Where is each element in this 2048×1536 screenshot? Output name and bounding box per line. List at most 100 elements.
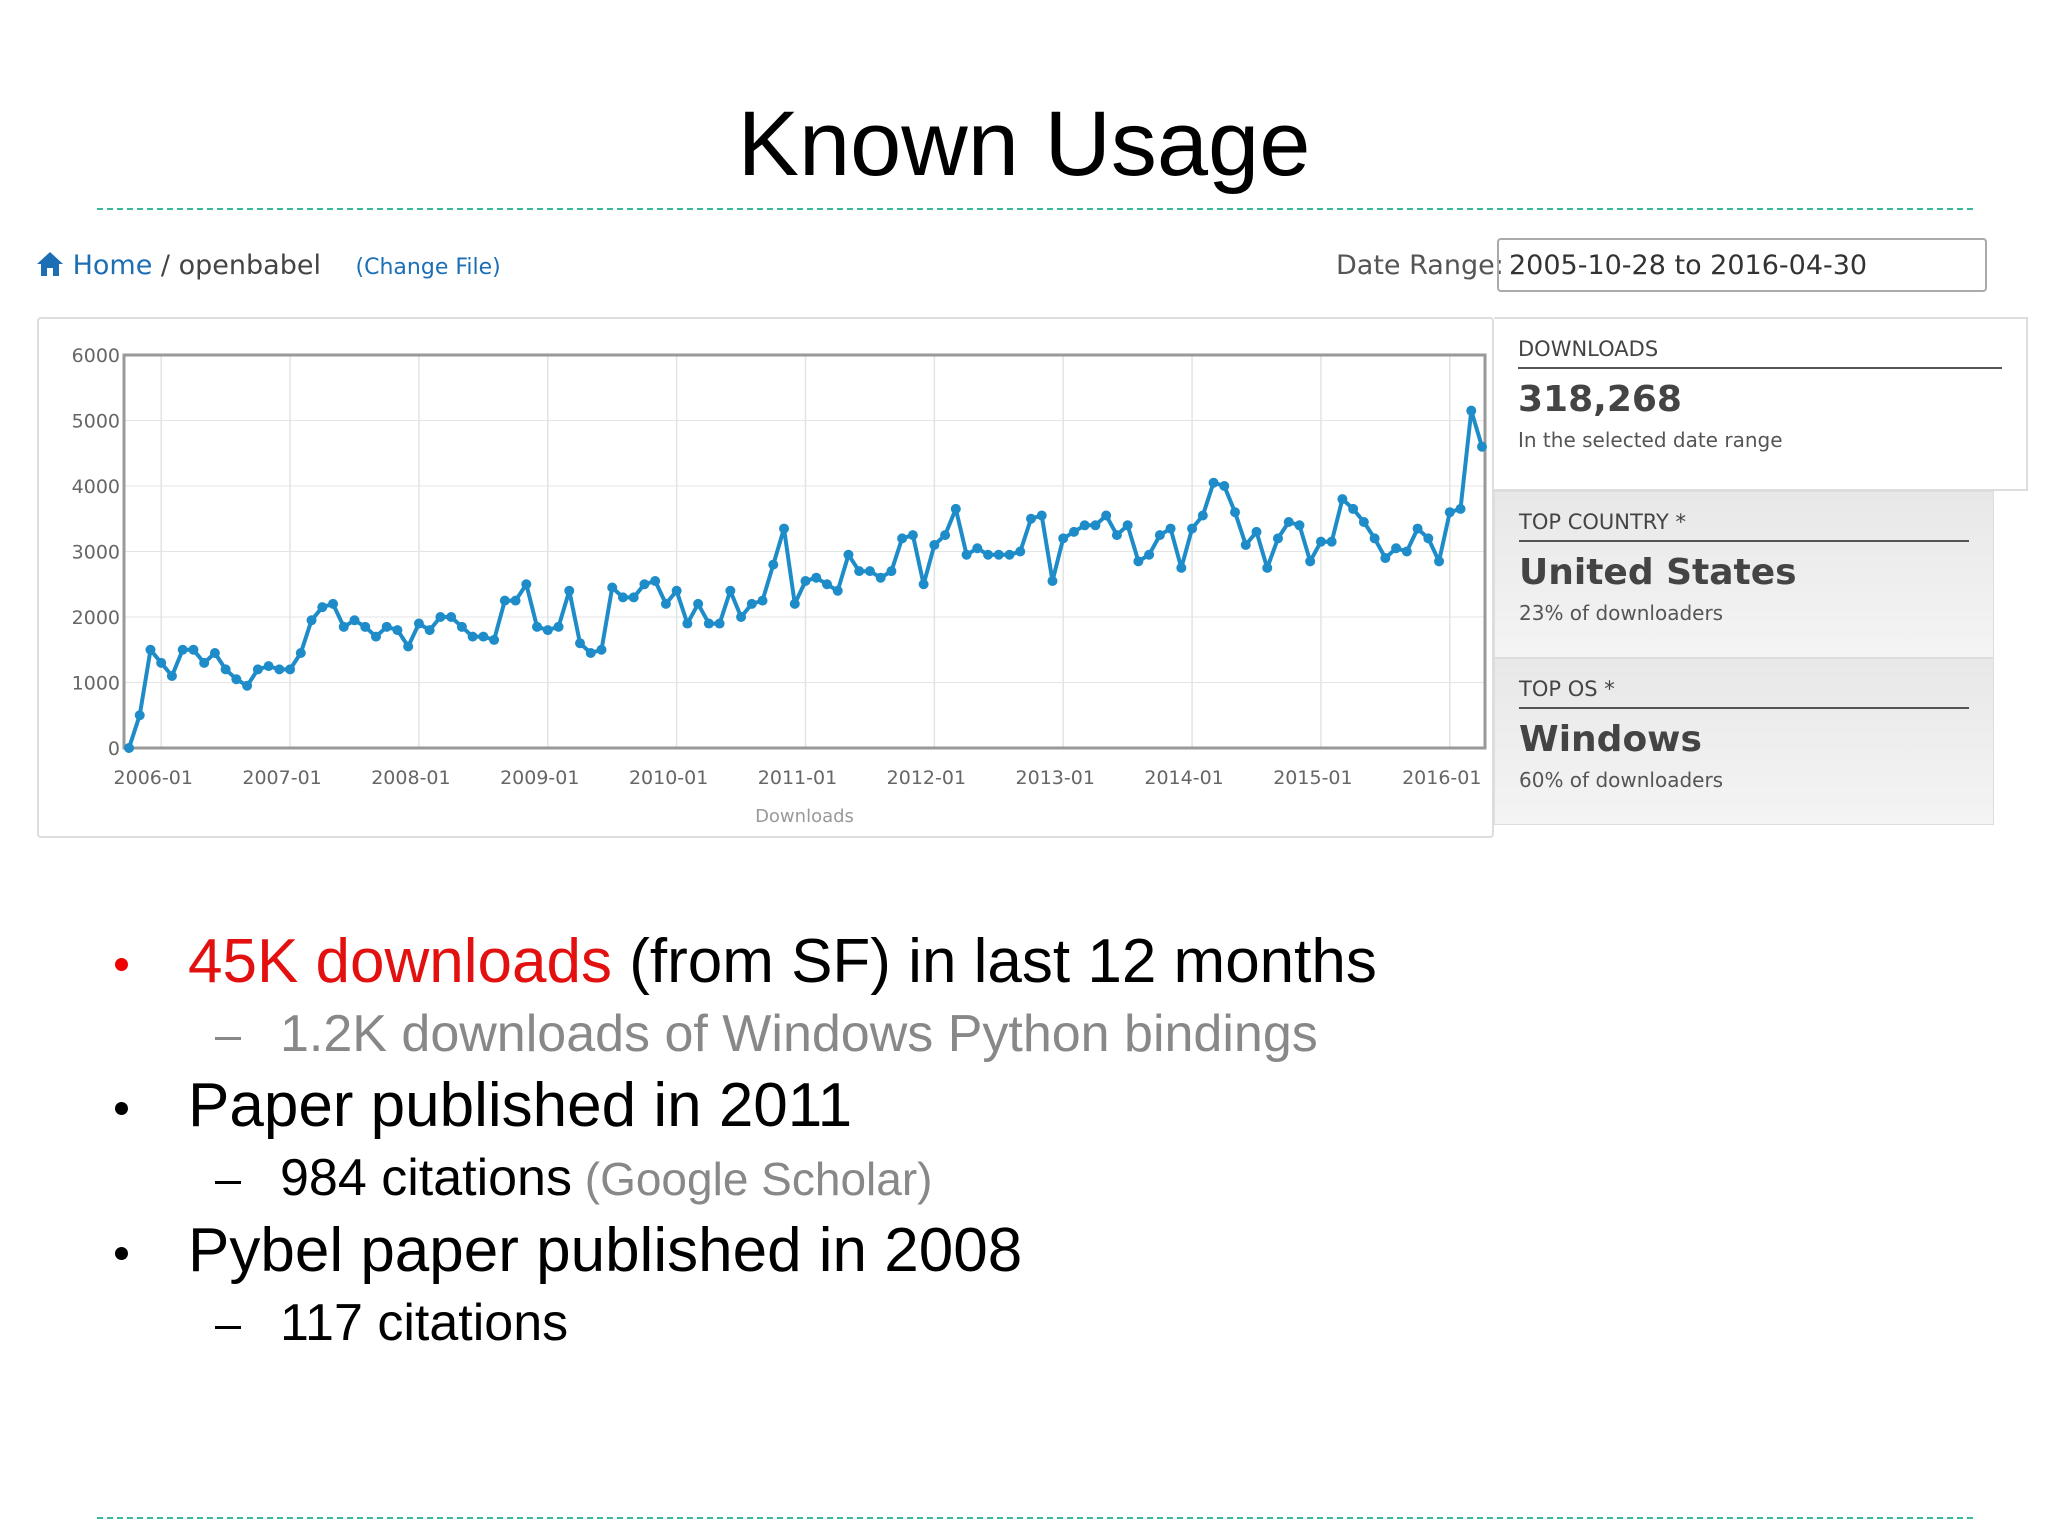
data-point [607, 582, 618, 593]
data-point [789, 598, 800, 609]
data-point [349, 615, 360, 626]
data-point [317, 602, 328, 613]
data-point [575, 638, 585, 649]
data-point [1358, 517, 1369, 528]
data-point [961, 549, 972, 560]
plot-border [122, 353, 1487, 750]
x-tick-label: 2007-01 [242, 767, 321, 789]
downloads-card: DOWNLOADS 318,268 In the selected date r… [1494, 317, 2028, 491]
data-point [1401, 546, 1412, 557]
data-point [1197, 510, 1208, 521]
data-point [1101, 510, 1112, 521]
data-point [1111, 530, 1122, 541]
data-point [1015, 546, 1026, 557]
sub-bullet: 984 citations (Google Scholar) [110, 1143, 1910, 1214]
x-axis-label: Downloads [755, 806, 854, 827]
x-tick-label: 2011-01 [758, 767, 837, 789]
data-point [1144, 549, 1155, 560]
data-point [725, 585, 736, 596]
sub-bullet-note: 1.2K downloads of Windows Python binding… [280, 1005, 1318, 1063]
x-tick-label: 2008-01 [371, 767, 450, 789]
data-point [188, 644, 199, 655]
data-point [1240, 539, 1251, 550]
data-point [209, 648, 220, 659]
data-point [907, 530, 918, 541]
divider [97, 1517, 1973, 1519]
breadcrumb: Home / openbabel (Change File) [36, 250, 501, 281]
data-point [1315, 536, 1326, 547]
x-tick-label: 2014-01 [1144, 767, 1223, 789]
stat-value: 318,268 [1518, 379, 1682, 420]
bullet: Paper published in 2011 [110, 1069, 1910, 1143]
data-point [1122, 520, 1133, 531]
data-point [532, 621, 543, 632]
y-tick-label: 1000 [72, 673, 120, 695]
data-point [124, 743, 134, 753]
data-point [424, 625, 435, 636]
data-point [456, 621, 467, 632]
data-point [1423, 533, 1434, 544]
y-tick-label: 6000 [72, 345, 120, 367]
stat-note: 23% of downloaders [1519, 601, 1724, 625]
data-point [263, 661, 274, 672]
data-point [413, 618, 424, 629]
data-point [370, 631, 381, 642]
data-point [843, 549, 854, 560]
data-point [435, 612, 446, 622]
data-point [242, 680, 253, 691]
home-link[interactable]: Home [72, 250, 153, 281]
data-point [1133, 556, 1144, 567]
data-point [746, 598, 757, 609]
slide-title: Known Usage [737, 93, 1311, 195]
data-point [166, 670, 177, 681]
data-point [1305, 556, 1316, 567]
y-tick-label: 4000 [72, 476, 120, 498]
data-point [478, 631, 489, 642]
chart: 0 1000 2000 3000 4000 5000 6000 2006-01 2007-01 2… [72, 345, 1487, 827]
data-point [660, 598, 671, 609]
stat-value: United States [1519, 552, 1797, 593]
x-tick-label: 2012-01 [887, 767, 966, 789]
data-point [564, 585, 575, 596]
home-icon [37, 252, 63, 276]
data-point [306, 615, 317, 626]
data-point [1326, 536, 1337, 547]
data-point [617, 592, 628, 603]
data-point [1036, 510, 1047, 521]
date-range-input[interactable]: 2005-10-28 to 2016-04-30 [1497, 238, 1987, 292]
data-point [950, 503, 961, 514]
data-point [381, 621, 392, 632]
data-point [703, 618, 714, 629]
data-point [832, 585, 843, 596]
sub-bullet: 117 citations [110, 1288, 1910, 1358]
data-point [993, 549, 1004, 560]
data-point [972, 543, 983, 554]
data-point [177, 644, 188, 655]
data-point [650, 575, 661, 586]
data-point [918, 579, 929, 590]
x-tick-label: 2006-01 [114, 767, 193, 789]
x-tick-label: 2013-01 [1016, 767, 1095, 789]
data-point [1466, 405, 1477, 416]
data-point [897, 533, 908, 544]
bullet-text: (from SF) in last 12 months [611, 927, 1377, 996]
data-point [1154, 530, 1165, 541]
data-point [682, 618, 693, 629]
sub-bullet-text: 117 citations [280, 1294, 569, 1352]
data-point [1380, 553, 1391, 564]
change-file-link[interactable]: (Change File) [355, 255, 501, 280]
data-point [1208, 477, 1219, 488]
stat-heading: DOWNLOADS [1518, 337, 2002, 369]
data-point [521, 579, 532, 590]
data-point [1348, 503, 1359, 514]
bullet-text: Pybel paper published in 2008 [188, 1216, 1023, 1285]
data-point [328, 598, 339, 609]
data-point [1412, 523, 1423, 534]
data-point [134, 710, 145, 721]
data-point [1283, 517, 1294, 528]
y-tick-label: 5000 [72, 411, 120, 433]
data-point [1026, 513, 1036, 524]
os-card: TOP OS * Windows 60% of downloaders [1494, 658, 1994, 825]
data-point [1230, 507, 1241, 518]
